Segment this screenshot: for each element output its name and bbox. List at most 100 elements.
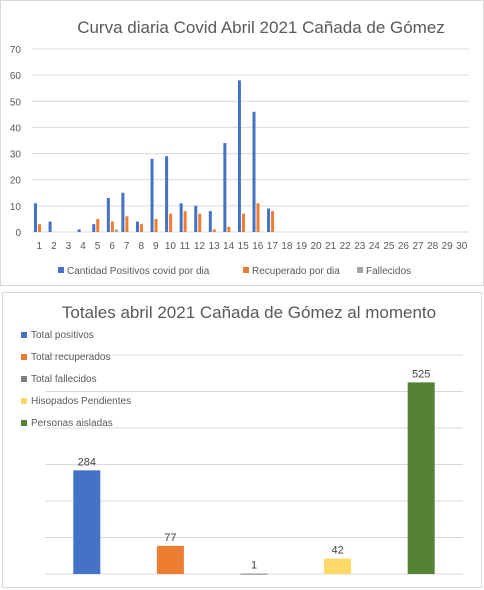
x-tick-label: 15: [238, 241, 250, 252]
bar: [271, 211, 275, 232]
legend-label: Cantidad Positivos covid por dia: [67, 266, 210, 277]
totals-chart-panel: Totales abril 2021 Cañada de Gómez al mo…: [2, 292, 482, 588]
bar: [240, 573, 268, 575]
bar: [135, 221, 139, 232]
bar: [106, 198, 110, 232]
bar: [125, 216, 129, 232]
x-tick-label: 22: [340, 241, 352, 252]
x-tick-label: 2: [51, 241, 57, 252]
bar: [324, 558, 352, 574]
x-tick-label: 7: [124, 241, 130, 252]
x-tick-label: 19: [296, 241, 308, 252]
legend-swatch: [21, 420, 27, 426]
legend-swatch: [243, 267, 249, 273]
legend-label: Recuperado por dia: [252, 266, 340, 277]
x-tick-label: 23: [354, 241, 366, 252]
bar: [198, 213, 202, 232]
bar: [169, 213, 173, 232]
legend-label: Personas aisladas: [31, 418, 113, 429]
x-tick-label: 18: [281, 241, 293, 252]
bar: [241, 213, 245, 232]
x-tick-label: 28: [427, 241, 439, 252]
data-label: 42: [331, 545, 343, 557]
y-tick-label: 60: [10, 71, 22, 82]
x-tick-label: 12: [194, 241, 206, 252]
bar: [150, 158, 154, 232]
y-tick-label: 0: [15, 228, 21, 239]
bar: [208, 211, 212, 232]
bar: [156, 545, 184, 574]
x-tick-label: 16: [252, 241, 264, 252]
bar: [179, 203, 183, 232]
totals-chart: Totales abril 2021 Cañada de Gómez al mo…: [21, 303, 463, 575]
x-tick-label: 29: [442, 241, 454, 252]
bar: [212, 229, 216, 232]
bar: [114, 229, 118, 232]
legend-swatch: [21, 376, 27, 382]
bar: [165, 156, 169, 232]
y-tick-label: 10: [10, 202, 22, 213]
bar: [96, 218, 100, 232]
x-tick-label: 8: [138, 241, 144, 252]
y-tick-label: 20: [10, 176, 22, 187]
x-tick-label: 25: [383, 241, 395, 252]
legend-label: Fallecidos: [366, 266, 411, 277]
bar: [38, 224, 41, 232]
bar: [194, 205, 198, 232]
bar: [223, 143, 227, 232]
x-tick-label: 6: [109, 241, 115, 252]
bar: [154, 218, 158, 232]
legend-swatch: [21, 398, 27, 404]
x-tick-label: 14: [223, 241, 235, 252]
bar: [77, 229, 81, 232]
x-tick-label: 5: [95, 241, 101, 252]
bar: [252, 111, 256, 232]
bar: [237, 80, 241, 232]
bar: [92, 224, 96, 232]
chart-title: Curva diaria Covid Abril 2021 Cañada de …: [77, 18, 445, 37]
bar: [139, 224, 143, 232]
legend-label: Total recuperados: [31, 352, 111, 363]
x-tick-label: 26: [398, 241, 410, 252]
chart-title: Totales abril 2021 Cañada de Gómez al mo…: [62, 303, 436, 322]
legend-label: Total fallecidos: [31, 374, 97, 385]
x-tick-label: 13: [209, 241, 221, 252]
bar: [73, 470, 101, 574]
data-label: 284: [78, 456, 96, 468]
y-tick-label: 40: [10, 123, 22, 134]
bar: [407, 382, 435, 574]
bar: [34, 203, 37, 232]
daily-covid-chart: Curva diaria Covid Abril 2021 Cañada de …: [10, 18, 469, 277]
bar: [267, 208, 271, 232]
x-tick-label: 17: [267, 241, 279, 252]
x-tick-label: 3: [66, 241, 72, 252]
legend-swatch: [21, 332, 27, 338]
data-label: 77: [164, 532, 176, 544]
bar: [48, 221, 52, 232]
legend-swatch: [21, 354, 27, 360]
x-tick-label: 4: [80, 241, 86, 252]
legend-label: Hisopados Pendientes: [31, 396, 131, 407]
x-tick-label: 10: [165, 241, 177, 252]
daily-chart-panel: Curva diaria Covid Abril 2021 Cañada de …: [0, 0, 484, 286]
y-tick-label: 50: [10, 97, 22, 108]
y-tick-label: 70: [10, 45, 22, 56]
x-tick-label: 9: [153, 241, 159, 252]
y-tick-label: 30: [10, 150, 22, 161]
bar: [227, 226, 231, 232]
data-label: 525: [412, 368, 430, 380]
x-tick-label: 11: [180, 241, 191, 252]
bar: [256, 203, 260, 232]
x-tick-label: 1: [37, 241, 43, 252]
x-tick-label: 21: [325, 241, 337, 252]
data-label: 1: [251, 560, 257, 572]
x-tick-label: 27: [412, 241, 424, 252]
legend-swatch: [357, 267, 363, 273]
x-tick-label: 30: [456, 241, 468, 252]
bar: [183, 211, 187, 232]
x-tick-label: 20: [310, 241, 322, 252]
legend-swatch: [58, 267, 64, 273]
x-tick-label: 24: [369, 241, 381, 252]
bar: [110, 221, 114, 232]
bar: [121, 192, 125, 232]
